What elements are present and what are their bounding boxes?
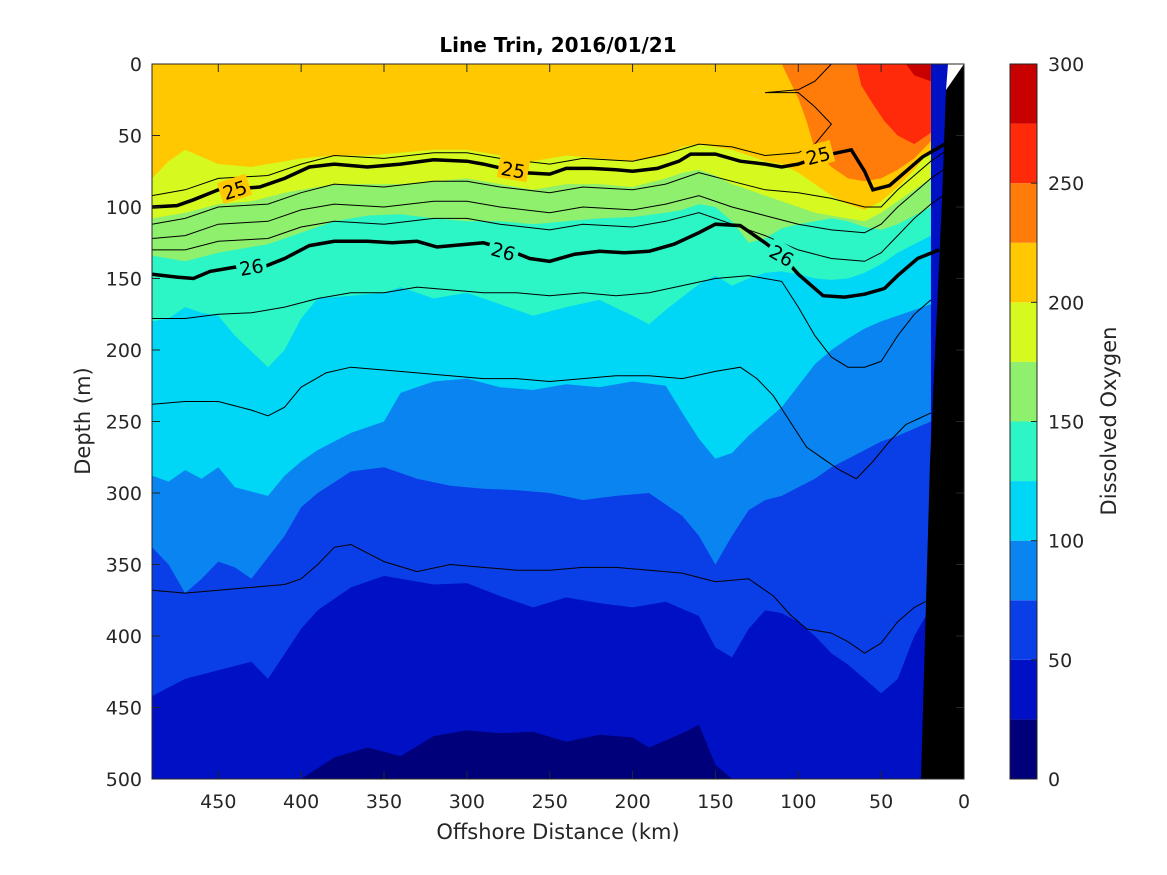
colorbar-tick-label: 250 [1048,173,1084,195]
oxygen-fill-layer [152,64,964,779]
y-tick-label: 500 [106,769,142,791]
y-tick-label: 50 [118,126,142,148]
colorbar-swatch [1010,421,1037,482]
density-contour-25 [152,141,949,209]
y-tick-label: 100 [106,197,142,219]
x-tick-label: 100 [780,791,816,813]
x-tick-label: 250 [532,791,568,813]
colorbar-swatch [1010,481,1037,541]
colorbar-swatch [1010,302,1037,362]
x-axis: 450 400 350 300 250 200 150 100 50 0 [200,64,970,813]
oxygen-band-250-275 [856,64,931,145]
x-tick-label: 450 [200,791,236,813]
colorbar-swatch [1010,242,1037,303]
colorbar-label: Dissolved Oxygen [1097,327,1121,516]
x-tick-label: 200 [614,791,650,813]
x-tick-label: 400 [283,791,319,813]
contour-label-bg [800,140,836,170]
colorbar-tick-label: 200 [1048,292,1084,314]
y-tick-label: 350 [106,555,142,577]
density-contour-minor-7 [152,366,932,480]
density-contour-26 [152,222,940,299]
y-axis-label: Depth (m) [71,367,95,474]
x-tick-label: 0 [958,791,970,813]
contour-label-25: 25 [499,158,527,184]
x-tick-label: 50 [869,791,893,813]
density-contour-minor-3 [152,149,948,225]
oxygen-band-200-225 [152,64,931,210]
y-tick-label: 250 [106,412,142,434]
y-tick-label: 400 [106,626,142,648]
contour-label-bg [486,235,522,266]
contour-label-bg [496,155,531,183]
x-tick-label: 300 [449,791,485,813]
colorbar: 0 50 100 150 200 250 300 [1009,54,1084,791]
density-contour-minor-4 [152,166,948,239]
colorbar-tick-label: 300 [1048,54,1084,76]
colorbar-tick-label: 100 [1048,531,1084,553]
colorbar-tick-label: 0 [1048,769,1060,791]
x-tick-label: 350 [366,791,402,813]
density-contour-minor-2 [152,64,833,197]
chart-title: Line Trin, 2016/01/21 [439,33,676,57]
contour-label-26: 26 [238,255,266,281]
colorbar-swatch [1010,540,1037,601]
colorbar-swatch [1010,361,1037,422]
colorbar-swatch [1010,64,1037,124]
y-tick-label: 200 [106,340,142,362]
oxygen-band-275-300 [906,64,931,82]
colorbar-swatch [1010,600,1037,660]
seafloor-shelf [921,64,964,779]
x-tick-label: 150 [697,791,733,813]
colorbar-swatch [1010,123,1037,184]
y-tick-label: 150 [106,269,142,291]
colorbar-tick-label: 50 [1048,650,1072,672]
contour-label-bg [763,237,801,272]
colorbar-swatch [1010,719,1037,779]
y-tick-label: 0 [130,54,142,76]
density-contour-minor-6 [152,275,932,368]
contour-label-bg [234,252,268,280]
colorbar-swatch [1010,183,1037,243]
colorbar-swatch [1010,659,1037,720]
y-tick-label: 300 [106,483,142,505]
contour-label-bg [216,173,253,204]
density-contour-minor-8 [152,543,932,654]
density-contour-minor-5 [152,192,948,262]
y-tick-label: 450 [106,698,142,720]
colorbar-tick-label: 150 [1048,412,1084,434]
y-axis: 0 50 100 150 200 250 300 350 400 450 500 [106,54,964,791]
x-axis-label: Offshore Distance (km) [436,820,679,844]
coast-gap [946,64,964,90]
